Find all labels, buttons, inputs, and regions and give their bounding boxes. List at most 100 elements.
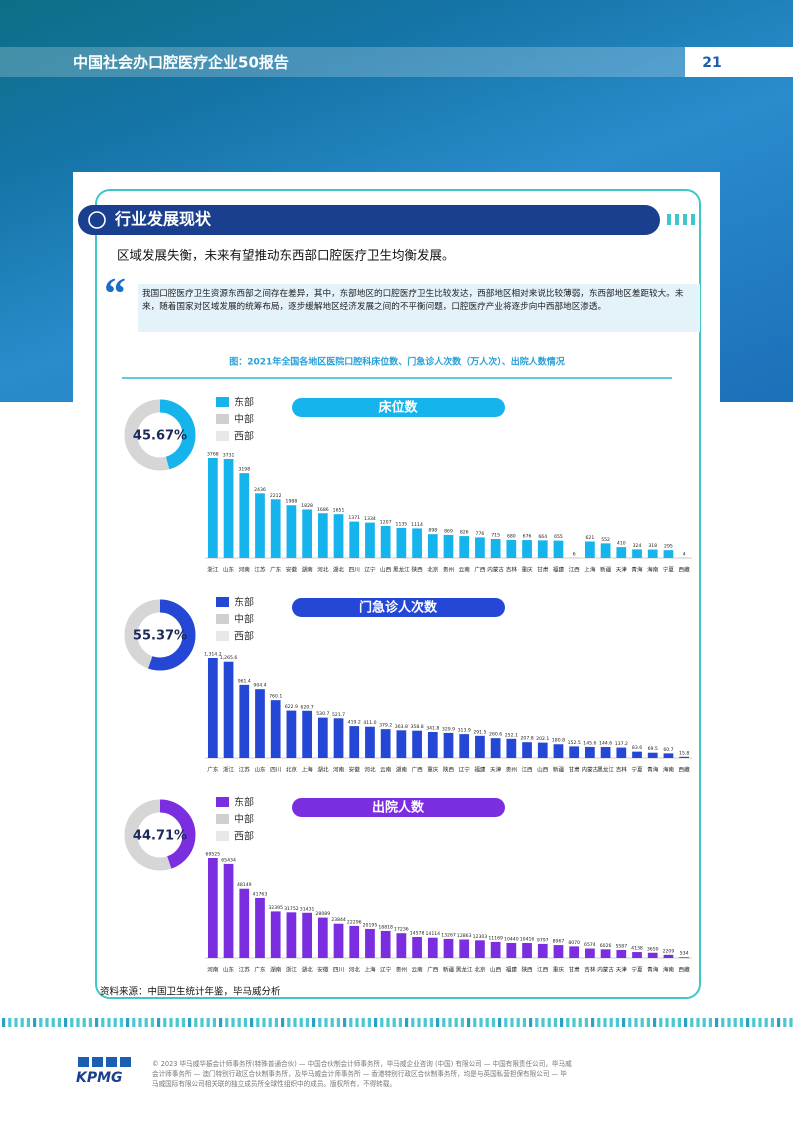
stripe: [429, 1018, 433, 1027]
value-label: 10416: [520, 937, 535, 943]
bar: [443, 534, 454, 558]
stripe: [14, 1018, 18, 1027]
bar: [490, 941, 501, 958]
bar: [459, 734, 470, 758]
legend-swatch: [216, 431, 229, 441]
stripe: [2, 1018, 6, 1027]
category-label: 吉林: [616, 766, 628, 774]
stripe: [684, 1018, 688, 1027]
bar: [427, 731, 438, 758]
stripe: [51, 1018, 55, 1027]
category-label: 西藏: [679, 966, 691, 974]
value-label: 1,265.6: [220, 655, 238, 661]
bar: [585, 948, 595, 958]
bar: [207, 858, 218, 958]
stripe: [516, 1018, 520, 1027]
bar: [647, 952, 658, 958]
bar: [506, 539, 517, 558]
category-label: 天津: [490, 767, 502, 774]
stripe: [777, 1018, 781, 1027]
bar: [679, 957, 690, 958]
value-label: 3731: [223, 452, 235, 458]
stripe: [330, 1018, 334, 1027]
stripe: [398, 1018, 402, 1027]
category-label: 江苏: [239, 766, 251, 774]
stripe: [212, 1018, 216, 1027]
bar: [537, 943, 548, 958]
stripe: [677, 1018, 681, 1027]
stripe: [150, 1018, 154, 1027]
value-label: 680: [507, 533, 516, 539]
stripe: [355, 1018, 359, 1027]
value-label: 1135: [396, 521, 408, 527]
stripe: [231, 1018, 235, 1027]
stripe: [746, 1018, 750, 1027]
stripe: [696, 1018, 700, 1027]
value-label: 12863: [457, 933, 472, 939]
bar: [302, 912, 312, 958]
chart-title: 床位数: [378, 400, 418, 416]
category-label: 新疆: [553, 766, 565, 774]
value-label: 664: [538, 534, 547, 540]
category-label: 福建: [553, 566, 565, 574]
stripe: [411, 1018, 415, 1027]
category-label: 山东: [223, 566, 235, 574]
category-label: 云南: [380, 766, 392, 774]
stripe: [491, 1018, 495, 1027]
value-label: 18818: [378, 924, 393, 930]
category-label: 湖北: [317, 766, 329, 774]
legend-swatch: [216, 831, 229, 841]
value-label: 180.8: [552, 738, 565, 744]
bar: [317, 917, 328, 958]
category-label: 上海: [302, 766, 314, 774]
bar: [679, 756, 690, 758]
stripe: [219, 1018, 223, 1027]
stripe: [268, 1018, 272, 1027]
stripe: [250, 1018, 254, 1027]
footer-line: 会计师事务所 — 澳门特别行政区合伙制事务所，及毕马威会计师事务所 — 香港特别…: [152, 1070, 567, 1078]
stripe: [578, 1018, 582, 1027]
value-label: 534: [680, 951, 689, 957]
value-label: 65434: [221, 857, 236, 863]
bar: [600, 949, 611, 958]
category-label: 辽宁: [459, 766, 471, 774]
value-label: 904.4: [253, 683, 266, 689]
bar: [490, 539, 501, 558]
value-label: 41763: [253, 891, 268, 897]
stripe: [764, 1018, 768, 1027]
bar: [616, 949, 627, 958]
value-label: 379.2: [379, 723, 392, 729]
legend-label: 西部: [234, 830, 254, 843]
source-note: 资料来源：中国卫生统计年鉴，毕马威分析: [100, 986, 281, 998]
inner-border: [95, 189, 701, 999]
bar: [349, 925, 360, 958]
bar: [270, 911, 281, 958]
legend-label: 东部: [234, 396, 254, 409]
stripe: [57, 1018, 61, 1027]
category-label: 西藏: [679, 766, 691, 774]
category-label: 海南: [663, 766, 675, 774]
stripe: [144, 1018, 148, 1027]
category-label: 福建: [506, 966, 518, 974]
value-label: 1371: [348, 515, 360, 521]
stripe: [690, 1018, 694, 1027]
value-label: 8967: [553, 939, 565, 945]
category-label: 甘肃: [569, 966, 581, 974]
stripe: [609, 1018, 613, 1027]
stripe: [752, 1018, 756, 1027]
stripe: [138, 1018, 142, 1027]
legend-label: 西部: [234, 630, 254, 643]
value-label: 622.9: [285, 704, 298, 710]
bar: [239, 473, 250, 558]
stripe: [386, 1018, 390, 1027]
bar: [349, 726, 360, 758]
legend-swatch: [216, 631, 229, 641]
category-label: 重庆: [521, 566, 533, 574]
stripe: [274, 1018, 278, 1027]
category-label: 江苏: [239, 966, 251, 974]
stripe: [739, 1018, 743, 1027]
legend-label: 东部: [234, 796, 254, 809]
value-label: 1686: [317, 507, 329, 513]
value-label: 318: [648, 543, 657, 549]
value-label: 1207: [380, 519, 392, 525]
